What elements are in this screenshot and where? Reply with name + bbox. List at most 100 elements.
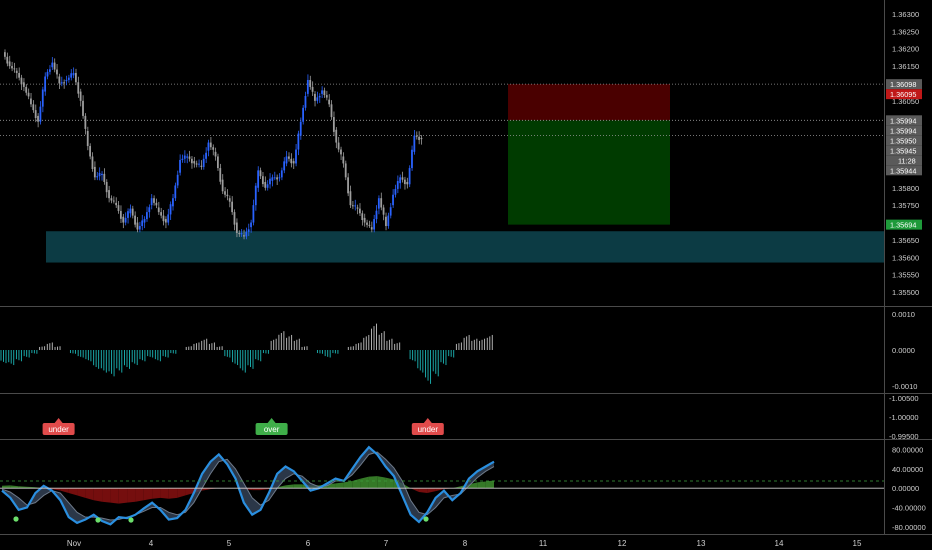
time-axis-label: 14	[775, 539, 784, 548]
candle-body	[15, 70, 18, 74]
price-tick-label: 1.35800	[892, 184, 919, 193]
signal-pane[interactable]: under over under	[42, 418, 444, 435]
candle-body	[27, 92, 30, 97]
candle-body	[51, 62, 54, 68]
candle-body	[261, 176, 264, 185]
candle-body	[162, 215, 165, 222]
price-axes[interactable]: 1.36300 1.36250 1.36200 1.36150 1.36050 1.358…	[0, 0, 932, 535]
signal-dot	[128, 517, 134, 523]
signal-label-arrow	[267, 418, 276, 423]
take-profit-zone	[508, 120, 670, 225]
candle-body	[359, 208, 361, 214]
candle-body	[344, 163, 347, 178]
candle-body	[48, 69, 51, 72]
candle-body	[209, 142, 212, 148]
time-axis-label: 8	[463, 539, 468, 548]
candle-body	[311, 86, 314, 92]
candle-body	[245, 231, 248, 237]
price-pane[interactable]	[0, 49, 884, 263]
bias-area-segment	[110, 488, 119, 504]
signal-label-box	[255, 423, 288, 435]
candle-body	[250, 222, 252, 228]
price-tick-label: 1.36250	[892, 27, 919, 36]
candle-body	[129, 208, 132, 214]
time-axis-label: 13	[697, 539, 706, 548]
candle-body	[77, 82, 80, 94]
bias-area-segment	[118, 488, 128, 504]
candle-body	[278, 177, 281, 179]
price-tick-label: 1.35550	[892, 271, 919, 280]
price-tick-label: 1.36150	[892, 62, 919, 71]
candle-body	[347, 177, 349, 194]
candle-body	[131, 208, 134, 216]
candle-body	[86, 130, 89, 147]
bias-area-segment	[2, 485, 11, 489]
candle-body	[11, 66, 13, 69]
candle-body	[271, 177, 274, 181]
candle-body	[321, 90, 323, 94]
time-axis[interactable]: Nov 4 5 6 7 8 11 12 13 14 15	[67, 539, 862, 548]
candle-body	[195, 163, 198, 165]
candle-body	[188, 156, 191, 159]
candle-body	[340, 149, 342, 155]
bias-area-segment	[418, 488, 428, 494]
price-tag-label: 1.35994	[890, 126, 916, 135]
candle-body	[228, 198, 231, 202]
candle-body	[406, 181, 409, 185]
candle-body	[221, 179, 224, 192]
signal-label-box	[42, 423, 75, 435]
candle-body	[283, 161, 286, 171]
candle-body	[366, 222, 368, 225]
bias-area-segment	[152, 488, 161, 499]
candle-body	[174, 185, 177, 199]
candle-body	[399, 177, 402, 184]
candle-body	[32, 104, 35, 111]
candle-body	[330, 104, 333, 118]
candle-body	[243, 235, 245, 237]
candle-body	[200, 165, 203, 167]
candle-body	[207, 142, 210, 151]
signal-dot	[423, 516, 429, 522]
candle-body	[212, 147, 215, 150]
signal-label-text: under	[48, 425, 69, 434]
candle-body	[411, 149, 413, 169]
candle-body	[157, 207, 160, 213]
candle-body	[314, 93, 316, 101]
candle-body	[167, 214, 170, 223]
candle-body	[70, 73, 73, 78]
time-axis-label: 7	[384, 539, 389, 548]
candle-body	[238, 232, 241, 235]
signal-dot	[95, 517, 101, 523]
bias-area-segment	[18, 486, 28, 489]
bias-area-segment	[485, 480, 494, 489]
candle-body	[89, 146, 91, 157]
time-axis-label: 6	[306, 539, 311, 548]
histogram-pane[interactable]	[0, 323, 493, 384]
candle-body	[309, 79, 312, 87]
candle-body	[39, 106, 42, 122]
oscillator-pane[interactable]	[0, 445, 884, 526]
price-tag	[886, 165, 922, 176]
candle-body	[75, 73, 77, 83]
candle-body	[290, 158, 293, 164]
candle-body	[387, 215, 390, 227]
price-tick-label: 1.36300	[892, 10, 919, 19]
signal-label-text: under	[418, 425, 439, 434]
price-tick-label: 1.35500	[892, 288, 919, 297]
candle-body	[119, 210, 122, 219]
candle-body	[181, 158, 184, 160]
candle-body	[297, 133, 300, 150]
bias-area-segment	[52, 488, 61, 491]
candle-body	[233, 212, 236, 225]
bias-area-segment	[343, 480, 353, 489]
candle-body	[146, 212, 148, 220]
candle-body	[295, 149, 297, 164]
signal-label-arrow	[423, 418, 432, 423]
time-axis-label: 5	[227, 539, 232, 548]
time-axis-label: 12	[618, 539, 627, 548]
candle-body	[84, 115, 87, 129]
candle-body	[235, 222, 238, 233]
candle-body	[323, 90, 326, 96]
bias-area-segment	[435, 488, 444, 492]
